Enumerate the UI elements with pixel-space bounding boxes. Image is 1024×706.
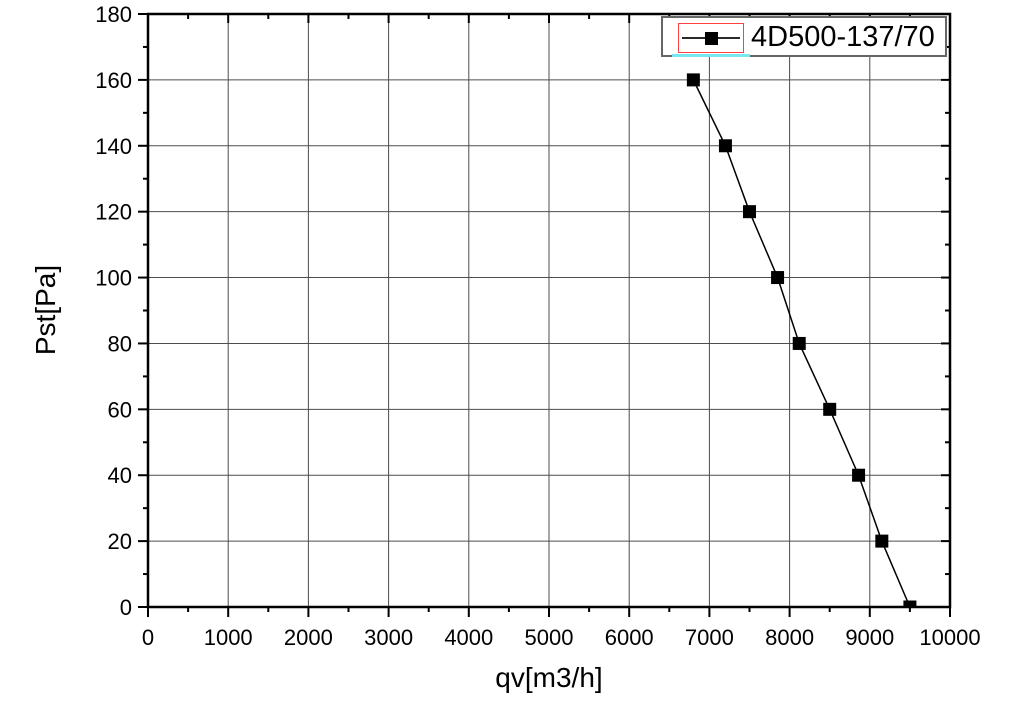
axis-frame <box>146 12 952 609</box>
y-tick-label: 40 <box>108 463 132 488</box>
x-tick-label: 7000 <box>685 625 734 650</box>
y-tick-label: 20 <box>108 529 132 554</box>
tick-marks <box>138 13 951 617</box>
y-tick-label: 60 <box>108 397 132 422</box>
x-tick-label: 6000 <box>605 625 654 650</box>
y-tick-label: 160 <box>95 68 132 93</box>
data-series <box>686 73 917 608</box>
data-point-marker <box>823 402 837 416</box>
x-tick-label: 2000 <box>284 625 333 650</box>
y-tick-label: 140 <box>95 134 132 159</box>
data-point-marker <box>743 205 756 219</box>
legend-series-label: 4D500-137/70 <box>751 21 935 53</box>
y-tick-label: 100 <box>95 266 132 291</box>
legend[interactable]: 4D500-137/70 <box>661 16 947 57</box>
x-tick-label: 10000 <box>919 625 980 650</box>
data-point-marker <box>771 271 785 285</box>
y-tick-label: 80 <box>108 331 132 356</box>
tick-labels: 0 1000 2000 3000 4000 5000 6000 7000 8000 9000 100… <box>95 2 980 650</box>
legend-marker-icon <box>704 31 718 45</box>
x-tick-label: 8000 <box>765 625 814 650</box>
data-point-marker <box>718 139 732 153</box>
legend-selection-box <box>678 23 744 53</box>
y-axis-title: Pst[Pa] <box>30 264 61 356</box>
x-tick-label: 9000 <box>845 625 894 650</box>
x-tick-label: 1000 <box>204 625 253 650</box>
data-point-marker <box>686 73 700 87</box>
x-tick-label: 0 <box>142 625 154 650</box>
data-point-marker <box>852 468 866 482</box>
x-axis-title: qv[m3/h] <box>495 662 603 693</box>
x-tick-label: 5000 <box>525 625 574 650</box>
gridlines <box>148 14 950 607</box>
y-tick-label: 120 <box>95 200 132 225</box>
y-tick-label: 180 <box>95 2 132 27</box>
legend-selection-underline <box>672 54 750 57</box>
x-tick-label: 3000 <box>364 625 413 650</box>
x-tick-label: 4000 <box>444 625 493 650</box>
data-point-marker <box>903 600 917 608</box>
data-point-marker <box>875 534 889 548</box>
y-tick-label: 0 <box>120 595 132 620</box>
data-point-marker <box>792 336 806 350</box>
